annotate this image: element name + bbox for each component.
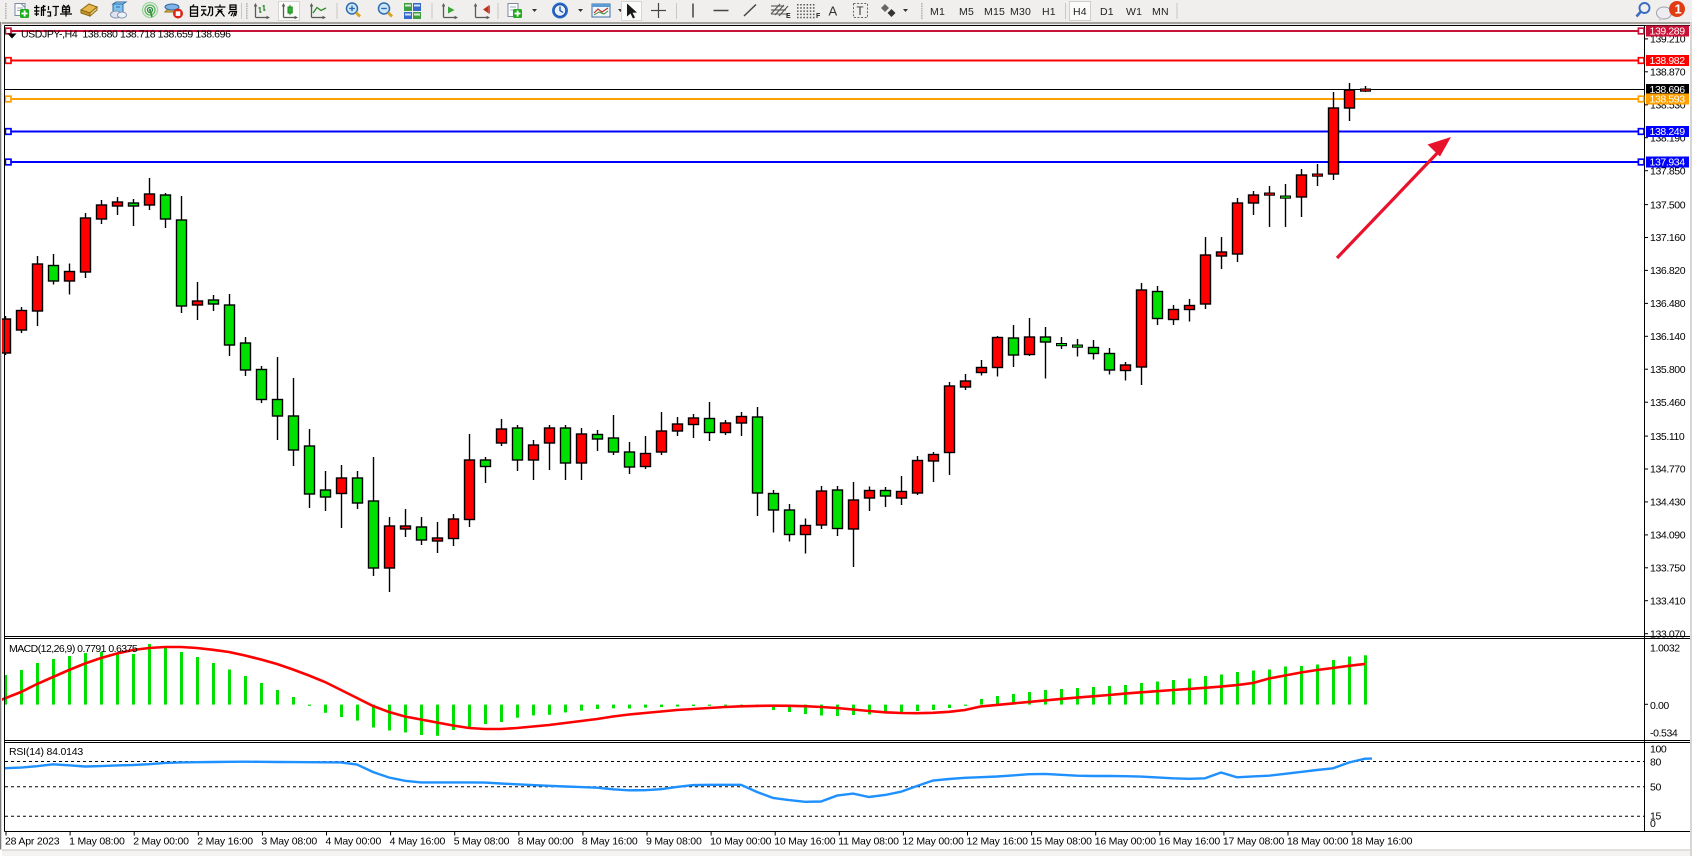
- svg-text:139.289: 139.289: [1650, 26, 1686, 38]
- svg-text:135.460: 135.460: [1650, 397, 1686, 409]
- svg-text:138.982: 138.982: [1650, 55, 1686, 67]
- svg-text:16 May 00:00: 16 May 00:00: [1095, 836, 1157, 848]
- svg-text:136.480: 136.480: [1650, 298, 1686, 310]
- svg-text:139.210: 139.210: [1650, 34, 1686, 46]
- svg-text:MN: MN: [1152, 6, 1169, 18]
- svg-text:4 May 16:00: 4 May 16:00: [390, 836, 446, 848]
- svg-text:100: 100: [1650, 744, 1667, 756]
- svg-text:4 May 00:00: 4 May 00:00: [326, 836, 382, 848]
- svg-text:M1: M1: [930, 6, 945, 18]
- svg-text:2 May 16:00: 2 May 16:00: [197, 836, 253, 848]
- svg-text:M5: M5: [959, 6, 974, 18]
- svg-text:2 May 00:00: 2 May 00:00: [133, 836, 189, 848]
- svg-text:E: E: [786, 13, 791, 20]
- svg-text:D1: D1: [1100, 6, 1114, 18]
- svg-text:18 May 00:00: 18 May 00:00: [1287, 836, 1349, 848]
- svg-text:MACD(12,26,9) 0.7791 0.6375: MACD(12,26,9) 0.7791 0.6375: [9, 643, 138, 655]
- svg-text:A: A: [829, 4, 838, 19]
- svg-text:138.696: 138.696: [1650, 84, 1686, 96]
- svg-text:135.800: 135.800: [1650, 364, 1686, 376]
- svg-text:137.850: 137.850: [1650, 165, 1686, 177]
- svg-text:137.500: 137.500: [1650, 199, 1686, 211]
- svg-text:8 May 00:00: 8 May 00:00: [518, 836, 574, 848]
- svg-text:136.820: 136.820: [1650, 265, 1686, 277]
- svg-text:15: 15: [1650, 811, 1661, 823]
- svg-text:18 May 16:00: 18 May 16:00: [1351, 836, 1413, 848]
- svg-text:1: 1: [1675, 2, 1682, 17]
- svg-text:0: 0: [1650, 818, 1656, 830]
- svg-text:136.140: 136.140: [1650, 331, 1686, 343]
- svg-text:80: 80: [1650, 756, 1661, 768]
- svg-text:17 May 08:00: 17 May 08:00: [1223, 836, 1285, 848]
- svg-text:H1: H1: [1042, 6, 1056, 18]
- svg-text:F: F: [816, 13, 821, 20]
- svg-text:133.410: 133.410: [1650, 595, 1686, 607]
- svg-text:-0.534: -0.534: [1650, 728, 1678, 740]
- svg-text:134.770: 134.770: [1650, 464, 1686, 476]
- svg-text:3 May 08:00: 3 May 08:00: [261, 836, 317, 848]
- svg-text:138.593: 138.593: [1650, 94, 1686, 106]
- svg-text:M30: M30: [1010, 6, 1031, 18]
- svg-text:10 May 16:00: 10 May 16:00: [774, 836, 836, 848]
- svg-text:RSI(14) 84.0143: RSI(14) 84.0143: [9, 746, 83, 758]
- svg-text:10 May 00:00: 10 May 00:00: [710, 836, 772, 848]
- svg-text:12 May 16:00: 12 May 16:00: [967, 836, 1029, 848]
- svg-text:0.00: 0.00: [1650, 700, 1669, 712]
- svg-text:12 May 00:00: 12 May 00:00: [902, 836, 964, 848]
- svg-text:138.870: 138.870: [1650, 67, 1686, 79]
- svg-text:138.249: 138.249: [1650, 126, 1686, 138]
- svg-text:5 May 08:00: 5 May 08:00: [454, 836, 510, 848]
- svg-text:28 Apr 2023: 28 Apr 2023: [5, 836, 60, 848]
- svg-text:134.090: 134.090: [1650, 530, 1686, 542]
- svg-text:133.070: 133.070: [1650, 628, 1686, 640]
- svg-text:1 May 08:00: 1 May 08:00: [69, 836, 125, 848]
- svg-text:T: T: [857, 6, 864, 18]
- svg-text:9 May 08:00: 9 May 08:00: [646, 836, 702, 848]
- svg-text:M15: M15: [984, 6, 1005, 18]
- svg-text:133.750: 133.750: [1650, 563, 1686, 575]
- svg-text:137.934: 137.934: [1650, 157, 1686, 169]
- svg-text:50: 50: [1650, 782, 1661, 794]
- svg-text:W1: W1: [1126, 6, 1142, 18]
- svg-text:1.0032: 1.0032: [1650, 643, 1680, 655]
- svg-text:16 May 16:00: 16 May 16:00: [1159, 836, 1221, 848]
- svg-text:USDJPY-,H4 138.680 138.718 13: USDJPY-,H4 138.680 138.718 138.659 138.6…: [21, 29, 231, 41]
- svg-text:11 May 08:00: 11 May 08:00: [838, 836, 899, 848]
- svg-text:137.160: 137.160: [1650, 232, 1686, 244]
- svg-text:134.430: 134.430: [1650, 497, 1686, 509]
- svg-text:H4: H4: [1073, 6, 1087, 18]
- svg-text:135.110: 135.110: [1650, 431, 1685, 443]
- svg-text:15 May 08:00: 15 May 08:00: [1031, 836, 1093, 848]
- svg-text:8 May 16:00: 8 May 16:00: [582, 836, 638, 848]
